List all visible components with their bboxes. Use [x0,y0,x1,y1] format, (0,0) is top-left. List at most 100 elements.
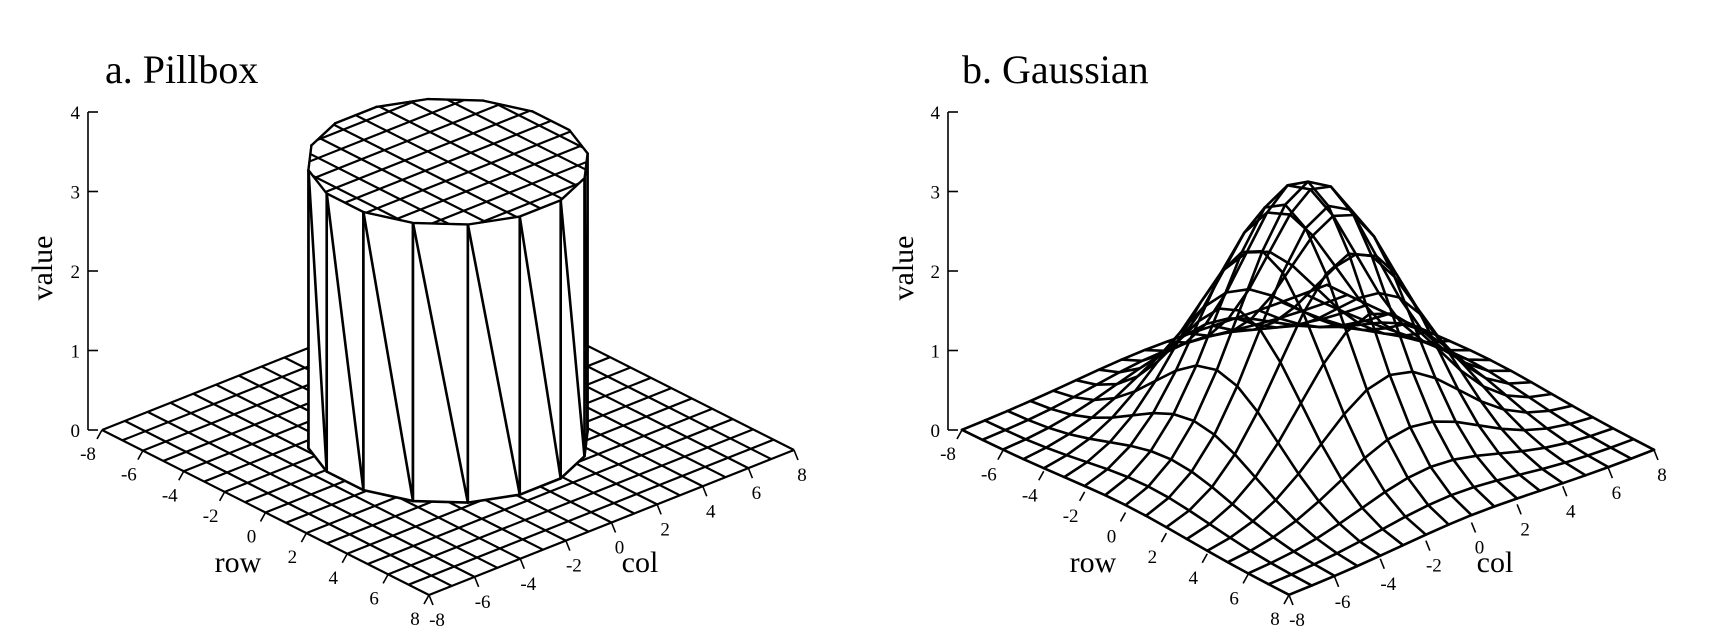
row-tick-mark [96,429,103,440]
pillbox-wall-diagonal [518,215,562,480]
row-tick-label: 6 [1229,588,1239,609]
row-tick-mark [178,470,185,481]
z-tick-label: 4 [71,103,81,124]
surface-col-line [1006,409,1336,578]
row-tick-mark [1283,594,1290,605]
surface-col-line [1280,300,1610,469]
panel-pillbox: a. Pillbox value row col 0 1 2 3 4 -8 -6 -4 -2 0 2… [26,47,807,631]
floor-col-line [124,419,453,587]
row-tick-label: 2 [288,547,298,568]
top-col-line [308,105,544,225]
floor-col-line [101,429,430,596]
col-tick-mark [519,558,525,570]
panel-b-title: b. Gaussian [962,47,1149,92]
row-tick-label: -2 [1063,506,1079,527]
col-tick-mark [793,449,799,461]
surface-col-line [1143,180,1473,517]
col-tick-mark [1333,576,1340,588]
col-tick-mark [1379,558,1385,570]
row-tick-label: -6 [121,465,137,486]
row-tick-label: -8 [940,444,956,465]
row-tick-mark [956,429,963,440]
col-tick-mark [656,504,662,515]
row-tick-label: -6 [981,465,997,486]
row-tick-label: 0 [247,527,257,548]
surface-col-line [1029,399,1359,568]
row-tick-label: 6 [369,588,379,609]
row-tick-label: -2 [203,506,219,527]
col-tick-label: 2 [660,519,670,540]
row-tick-mark [1119,512,1127,522]
col-tick-label: 4 [1566,501,1576,522]
panel-b-row-label: row [1070,546,1117,579]
row-tick-mark [300,532,308,543]
col-tick-mark [610,522,617,533]
col-tick-label: 4 [706,501,716,522]
surface-row-line [1246,427,1615,575]
col-tick-label: 8 [797,465,807,486]
surface-col-line [1234,291,1565,485]
col-tick-label: 2 [1520,519,1530,540]
surface-row-line [1144,204,1513,518]
panel-a-title: a. Pillbox [105,47,258,92]
col-tick-mark [565,540,571,551]
col-tick-label: 0 [1475,538,1485,559]
row-tick-label: 8 [1270,609,1280,630]
col-tick-label: -6 [1335,592,1351,613]
col-tick-mark [473,576,480,588]
row-tick-mark [218,491,226,502]
pillbox-wall-diagonal [325,192,365,492]
floor-col-line [147,410,476,578]
top-col-line [308,114,521,225]
panel-gaussian: b. Gaussian value row col 0 1 2 3 4 -8 -6 -4 -2 0… [887,47,1667,631]
z-tick-label: 2 [71,262,81,283]
row-tick-mark [1038,470,1045,481]
col-tick-mark [1288,594,1294,606]
col-tick-mark [1653,449,1659,461]
surface-row-line [960,283,1329,432]
panel-b-col-label: col [1477,546,1514,579]
row-tick-mark [1201,553,1208,564]
row-tick-label: 4 [329,568,339,589]
row-tick-label: 4 [1189,568,1199,589]
surface-col-line [1188,213,1519,500]
top-col-line [329,99,588,225]
pillbox-wall-diagonal [307,168,329,473]
row-tick-mark [137,450,144,461]
row-tick-mark [423,594,430,605]
surface-col-line [1325,283,1656,452]
row-tick-label: -4 [1022,485,1038,506]
surface-col-line [960,428,1291,597]
pillbox-wall-diagonal [362,210,415,503]
z-tick-label: 2 [931,262,941,283]
z-tick-label: 1 [71,342,81,363]
top-col-line [352,99,588,219]
row-tick-label: 0 [1107,527,1117,548]
row-tick-mark [1242,573,1249,584]
row-tick-mark [259,512,267,522]
col-tick-mark [1607,467,1614,479]
floor-col-line [169,401,498,569]
row-tick-label: -4 [162,485,178,506]
col-tick-mark [1425,540,1431,551]
col-tick-mark [1562,485,1568,497]
col-tick-mark [702,485,708,497]
panel-a-col-label: col [622,546,659,579]
panel-b-zlabel: value [887,236,920,301]
col-tick-label: -6 [475,592,491,613]
col-tick-label: -8 [429,610,445,631]
col-tick-mark [1470,522,1477,533]
col-tick-mark [428,594,434,606]
row-tick-label: 8 [410,609,420,630]
surface-col-line [1120,203,1450,526]
panel-a-zlabel: value [26,236,59,301]
surface-row-line [1287,448,1656,597]
pillbox-wall-diagonal [466,223,522,496]
surface-col-line [1052,364,1382,557]
surface-col-line [1097,249,1428,536]
row-tick-mark [1078,491,1086,502]
surface-col-line [983,419,1314,587]
row-tick-mark [341,553,348,564]
row-tick-mark [997,450,1004,461]
